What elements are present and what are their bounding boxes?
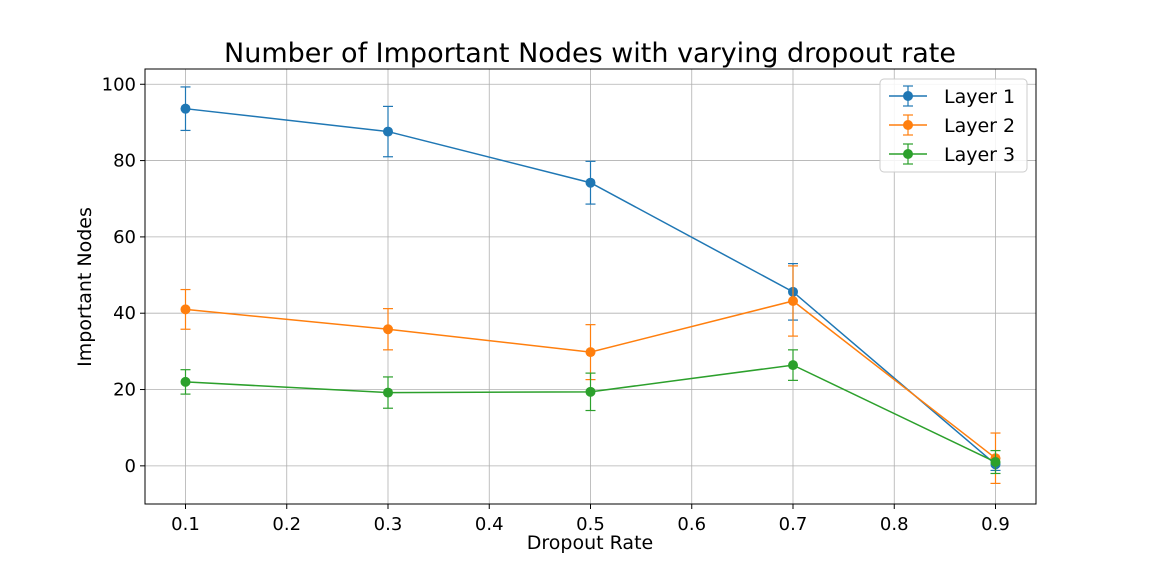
series-2 bbox=[180, 265, 1001, 484]
legend-label: Layer 1 bbox=[944, 86, 1015, 108]
x-axis-label: Dropout Rate bbox=[527, 532, 653, 554]
data-point bbox=[180, 304, 191, 315]
legend-marker bbox=[903, 149, 913, 159]
y-axis-label: Important Nodes bbox=[74, 207, 96, 367]
data-point bbox=[180, 376, 191, 387]
y-tick-label: 40 bbox=[113, 303, 136, 324]
data-point bbox=[383, 387, 393, 398]
data-point bbox=[788, 360, 798, 371]
y-tick-label: 0 bbox=[125, 456, 136, 477]
y-tick-label: 60 bbox=[113, 227, 136, 248]
data-point bbox=[180, 103, 191, 114]
data-point bbox=[788, 296, 798, 306]
legend-marker bbox=[903, 120, 913, 130]
legend: Layer 1 Layer 2 Layer 3 bbox=[879, 78, 1028, 173]
x-tick-label: 0.2 bbox=[272, 514, 301, 535]
series-layer bbox=[180, 86, 1001, 484]
legend-label: Layer 2 bbox=[944, 115, 1015, 137]
legend-label: Layer 3 bbox=[944, 144, 1015, 166]
legend-box bbox=[879, 78, 1028, 173]
x-tick-label: 0.8 bbox=[880, 514, 909, 535]
x-tick-label: 0.3 bbox=[374, 514, 403, 535]
axis-ticks: 0.1 0.2 0.3 0.4 0.5 0.6 0.7 0.8 0.9 0 20 40 60 80 100 bbox=[102, 74, 1010, 535]
y-tick-label: 20 bbox=[113, 380, 136, 401]
data-point bbox=[383, 324, 393, 335]
x-tick-label: 0.7 bbox=[779, 514, 808, 535]
legend-marker bbox=[903, 91, 913, 101]
legend-item-2: Layer 2 bbox=[889, 114, 1015, 137]
x-tick-label: 0.1 bbox=[171, 514, 200, 535]
data-point bbox=[585, 347, 596, 358]
x-tick-label: 0.9 bbox=[981, 514, 1010, 535]
y-tick-label: 80 bbox=[113, 151, 136, 172]
y-tick-label: 100 bbox=[102, 74, 136, 95]
data-point bbox=[383, 126, 393, 137]
series-3 bbox=[180, 349, 1001, 475]
x-tick-label: 0.5 bbox=[576, 514, 605, 535]
x-tick-label: 0.6 bbox=[677, 514, 706, 535]
x-tick-label: 0.4 bbox=[475, 514, 504, 535]
chart-title: Number of Important Nodes with varying d… bbox=[224, 38, 956, 69]
legend-item-3: Layer 3 bbox=[889, 143, 1015, 166]
legend-item-1: Layer 1 bbox=[889, 85, 1015, 108]
data-point bbox=[585, 177, 596, 188]
data-point bbox=[585, 386, 596, 397]
data-point bbox=[990, 457, 1001, 468]
